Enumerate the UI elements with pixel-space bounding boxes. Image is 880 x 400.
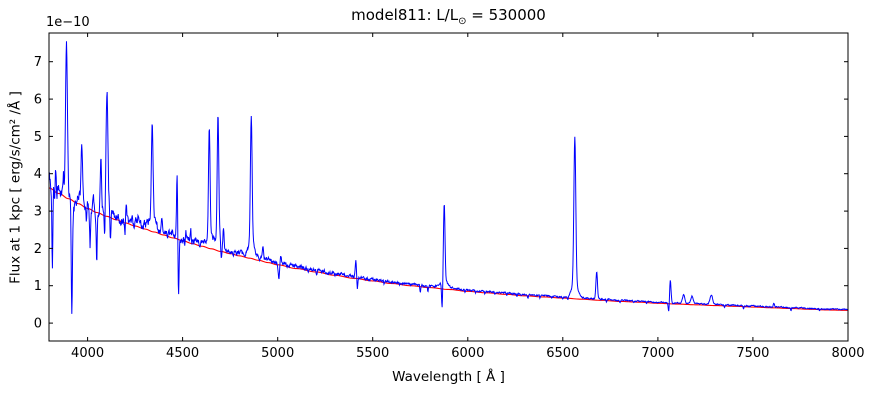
y-tick-label: 6 [34, 93, 42, 108]
y-tick-label: 0 [34, 317, 42, 332]
x-tick-label: 5000 [261, 346, 294, 361]
x-tick-label: 4500 [166, 346, 199, 361]
y-tick-label: 4 [34, 167, 42, 182]
x-tick-label: 6000 [451, 346, 484, 361]
continuum-line [49, 187, 848, 311]
plot-title: model811: L/L⊙ = 530000 [49, 6, 848, 27]
y-axis-offset-text: 1e−10 [46, 15, 90, 30]
x-tick-label: 5500 [356, 346, 389, 361]
y-axis-ticks [49, 61, 848, 324]
axes-frame [48, 32, 849, 342]
y-tick-label: 2 [34, 242, 42, 257]
y-tick-label: 3 [34, 205, 42, 220]
x-axis-label: Wavelength [ Å ] [392, 369, 505, 385]
y-axis-label: Flux at 1 kpc [ erg/s/cm² /Å ] [7, 91, 24, 284]
spectrum-line [49, 41, 848, 314]
x-tick-label: 8000 [831, 346, 864, 361]
y-tick-label: 5 [34, 130, 42, 145]
x-tick-label: 4000 [71, 346, 104, 361]
x-tick-label: 6500 [546, 346, 579, 361]
plot-title-value: = 530000 [466, 6, 546, 24]
y-tick-label: 1 [34, 279, 42, 294]
x-tick-label: 7000 [641, 346, 674, 361]
sun-symbol: ⊙ [458, 16, 467, 27]
y-tick-label: 7 [34, 55, 42, 70]
x-axis-ticks [87, 33, 849, 341]
plot-title-text: model811: L/L [351, 6, 459, 24]
x-tick-label: 7500 [736, 346, 769, 361]
